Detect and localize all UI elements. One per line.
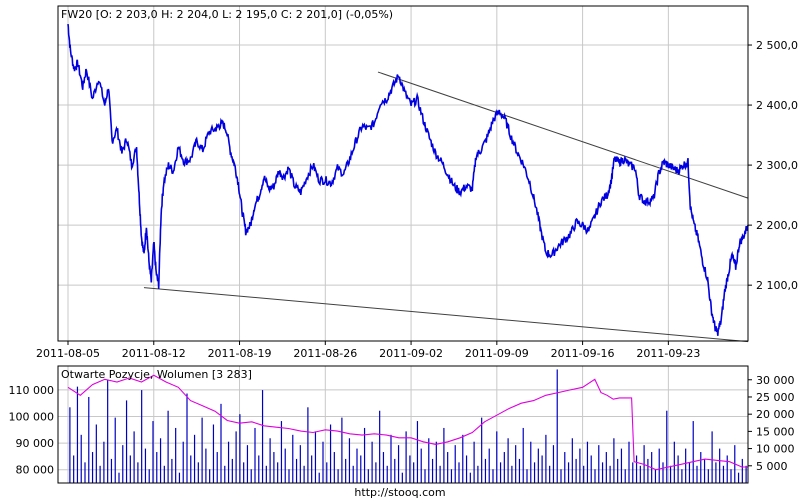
price-x-tick-label: 2011-09-02 (379, 347, 443, 360)
price-x-tick-label: 2011-08-19 (208, 347, 272, 360)
price-x-tick-label: 2011-09-23 (636, 347, 700, 360)
price-chart-title: FW20 [O: 2 203,0 H: 2 204,0 L: 2 195,0 C… (61, 8, 393, 21)
trendlines (143, 71, 749, 343)
price-series (67, 24, 749, 336)
volume-y-ticks: 30 000 25 000 20 000 15 000 10 000 5 000 (748, 374, 795, 473)
open-interest-y-tick-label: 110 000 (9, 384, 55, 397)
price-panel-frame (57, 5, 749, 342)
price-line (67, 24, 749, 336)
volume-y-tick-label: 25 000 (756, 391, 795, 404)
price-y-tick-label: 2 500,0 (756, 39, 798, 52)
price-x-tick-label: 2011-09-09 (465, 347, 529, 360)
open-interest-series (67, 374, 748, 471)
volume-panel-frame (57, 365, 749, 484)
footer-link[interactable]: http://stooq.com (354, 486, 445, 499)
volume-y-tick-label: 5 000 (756, 460, 788, 473)
volume-y-tick-label: 15 000 (756, 425, 795, 438)
price-grid (58, 6, 748, 341)
price-y-tick-label: 2 100,0 (756, 279, 798, 292)
open-interest-y-tick-label: 100 000 (9, 411, 55, 424)
volume-bars (69, 369, 747, 483)
volume-y-tick-label: 30 000 (756, 374, 795, 387)
volume-y-tick-label: 20 000 (756, 408, 795, 421)
price-x-tick-label: 2011-09-16 (551, 347, 615, 360)
open-interest-y-tick-label: 80 000 (16, 464, 55, 477)
price-x-tick-label: 2011-08-05 (36, 347, 100, 360)
price-x-tick-label: 2011-08-26 (293, 347, 357, 360)
trendline (377, 71, 749, 199)
price-y-ticks: 2 500,0 2 400,0 2 300,0 2 200,0 2 100,0 (748, 39, 798, 292)
price-y-tick-label: 2 300,0 (756, 159, 798, 172)
open-interest-line (67, 374, 748, 471)
open-interest-y-ticks: 110 000 100 000 90 000 80 000 (9, 384, 55, 477)
open-interest-y-tick-label: 90 000 (16, 437, 55, 450)
price-y-tick-label: 2 200,0 (756, 219, 798, 232)
price-x-ticks: 2011-08-05 2011-08-12 2011-08-19 2011-08-26… (36, 341, 700, 360)
price-y-tick-label: 2 400,0 (756, 99, 798, 112)
price-x-tick-label: 2011-08-12 (122, 347, 186, 360)
volume-chart-title: Otwarte Pozycje, Wolumen [3 283] (61, 368, 252, 381)
trendline (143, 287, 749, 343)
volume-y-tick-label: 10 000 (756, 443, 795, 456)
